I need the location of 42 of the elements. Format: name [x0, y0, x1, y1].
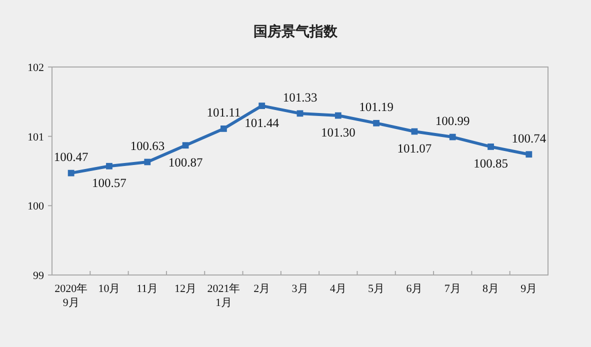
point	[258, 102, 266, 110]
point	[449, 134, 456, 140]
x-tick-label: 5月	[368, 283, 385, 295]
point	[68, 170, 74, 176]
data-label: 100.87	[168, 155, 203, 170]
x-tick-label: 8月	[482, 283, 500, 295]
data-label: 100.85	[474, 156, 508, 171]
point	[106, 162, 112, 170]
point	[220, 126, 227, 132]
point	[334, 112, 342, 119]
x-tick-label: 10月	[98, 283, 120, 295]
data-label: 101.19	[359, 100, 394, 114]
x-tick-label: 9月	[520, 283, 538, 295]
data-label: 101.44	[244, 116, 280, 130]
x-tick-label: 2021年 1月	[207, 283, 240, 309]
x-tick-label: 2月	[254, 283, 270, 295]
y-tick-label: 102	[28, 62, 44, 74]
data-label: 100.74	[512, 131, 547, 146]
y-tick-label: 100	[28, 200, 44, 213]
x-tick-label: 7月	[444, 283, 461, 295]
x-tick-label: 2020年 9月	[54, 283, 88, 309]
y-tick-label: 99	[33, 270, 44, 282]
x-tick-label: 11月	[136, 283, 158, 295]
data-label: 101.30	[320, 126, 356, 140]
x-tick-label: 6月	[406, 283, 423, 295]
data-label: 100.63	[130, 138, 165, 153]
point	[488, 144, 494, 150]
x-tick-label: 4月	[330, 283, 346, 295]
data-label: 100.57	[92, 176, 126, 190]
x-tick-label: 3月	[292, 283, 308, 295]
data-label: 100.47	[54, 150, 88, 164]
point	[182, 142, 189, 149]
data-label: 100.99	[435, 114, 470, 128]
point	[526, 151, 532, 158]
data-label: 101.11	[206, 106, 241, 120]
data-label: 101.33	[282, 90, 318, 104]
point	[144, 158, 151, 166]
chart-title: 国房景气指数	[254, 23, 338, 40]
data-label: 101.07	[397, 141, 432, 156]
x-tick-label: 12月	[174, 283, 197, 295]
y-tick-label: 101	[28, 131, 44, 144]
point	[373, 120, 380, 126]
